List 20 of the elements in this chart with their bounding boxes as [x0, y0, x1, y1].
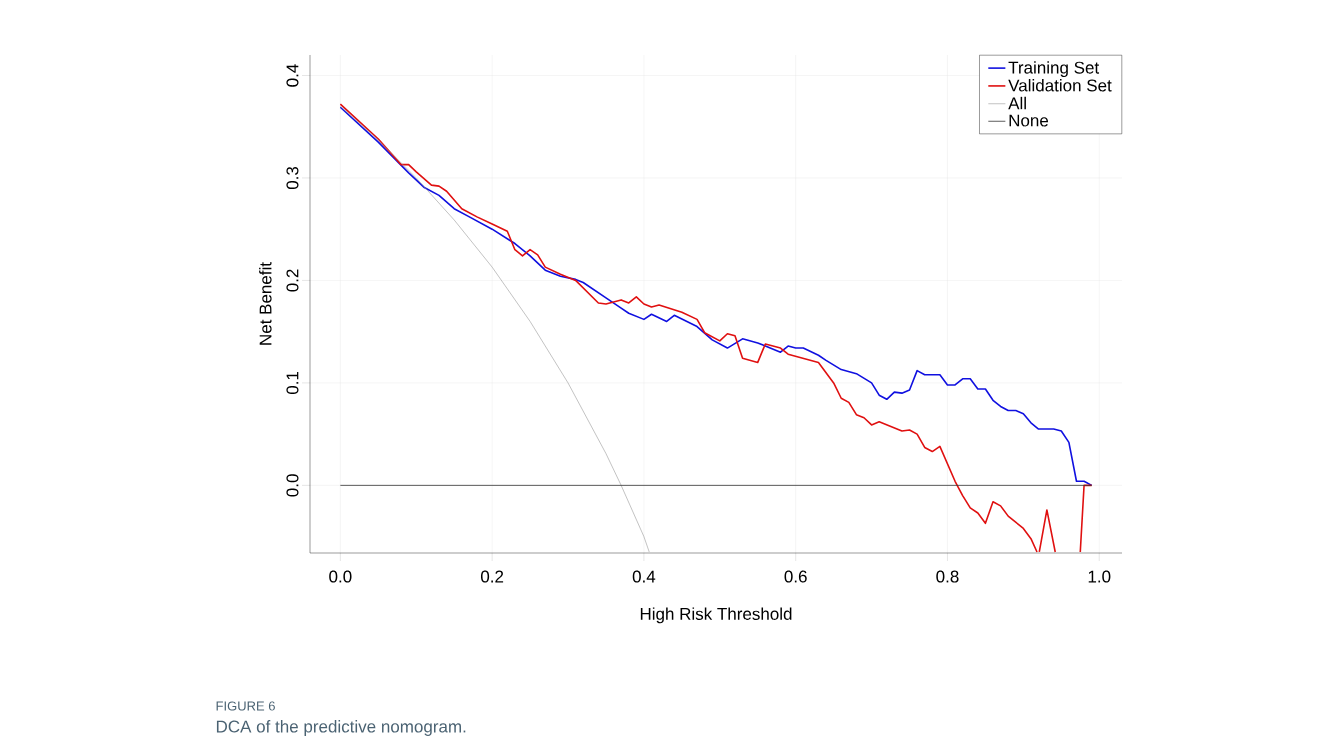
x-tick-label: 0.2	[480, 570, 504, 583]
y-tick-label: 0.3	[286, 166, 299, 190]
x-tick-label: 0.8	[936, 570, 959, 583]
line-series	[340, 105, 650, 553]
y-tick-label: 0.0	[286, 474, 299, 497]
y-tick-label: 0.4	[286, 64, 299, 87]
legend-label: Training Set	[1008, 61, 1100, 78]
text: DCA of the predictive nomogram.	[216, 720, 466, 736]
caption: FIGURE 6	[216, 701, 275, 711]
x-tick-label: 0.0	[329, 570, 352, 583]
legend-label: None	[1009, 114, 1049, 127]
legend-label: Validation Set	[1008, 79, 1112, 92]
legend-label: All	[1008, 96, 1026, 110]
x-axis-title: High Risk Threshold	[640, 607, 792, 624]
y-axis-title: Net Benefit	[259, 262, 272, 345]
x-tick-label: 0.4	[632, 570, 656, 583]
y-tick-label: 0.1	[286, 371, 299, 395]
y-tick-label: 0.2	[286, 269, 299, 292]
x-tick-label: 1.0	[1088, 570, 1111, 583]
x-tick-label: 0.6	[784, 570, 807, 583]
